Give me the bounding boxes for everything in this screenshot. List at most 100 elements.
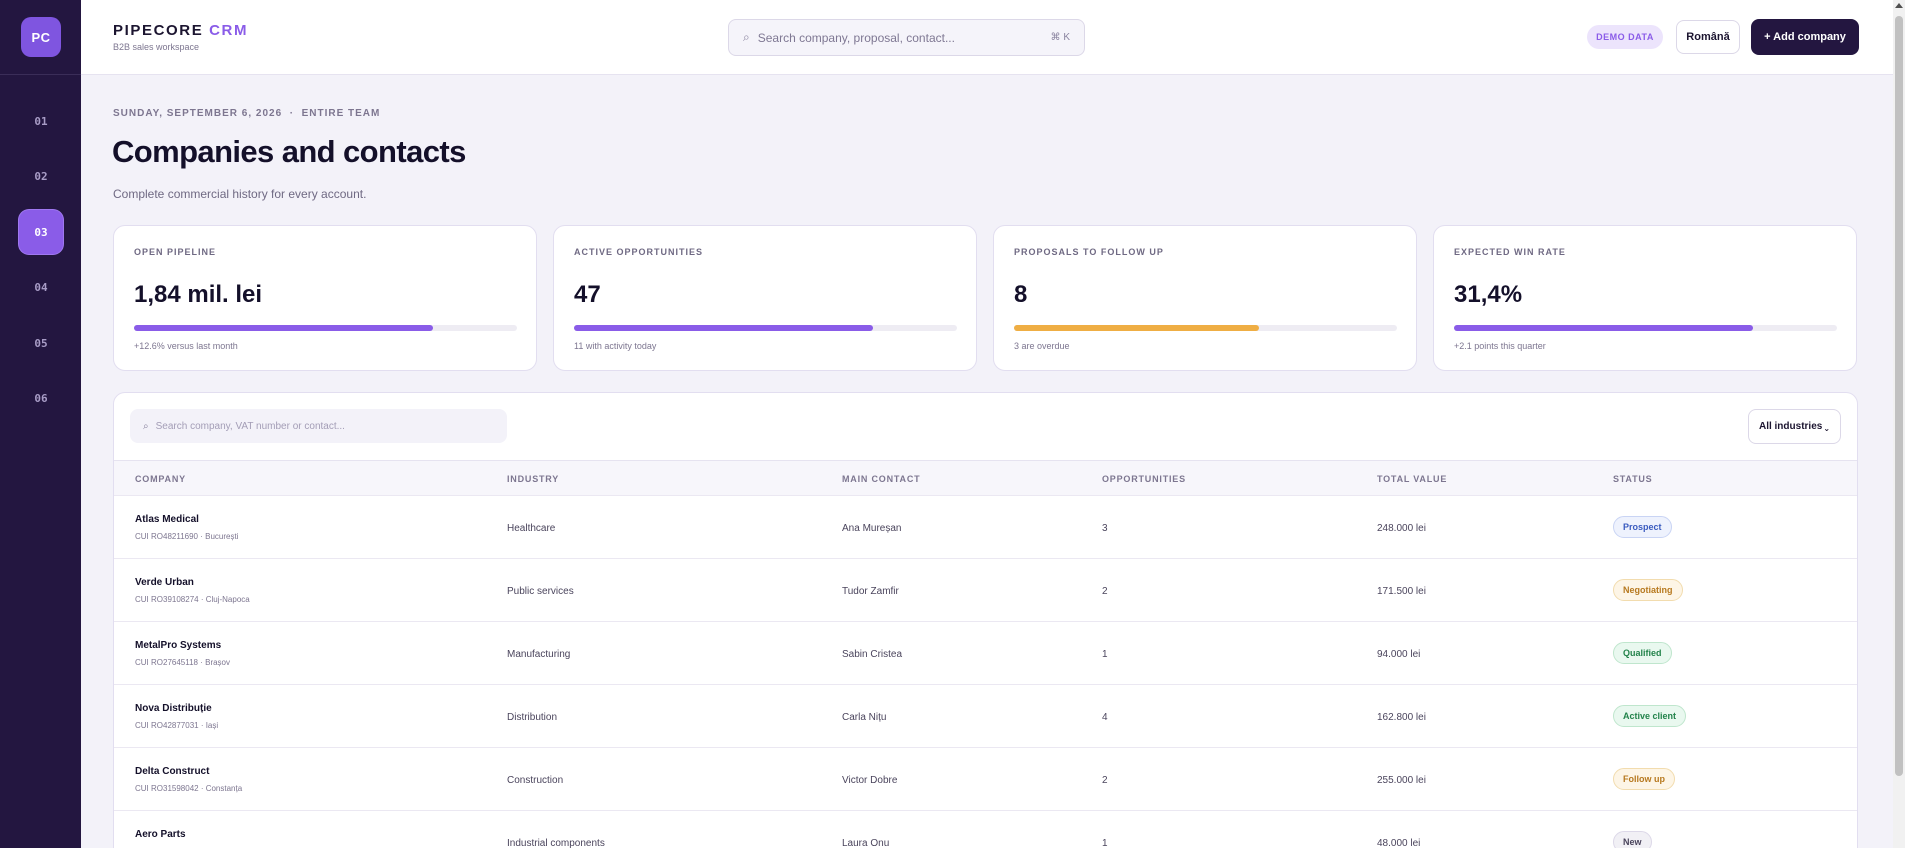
kpi-note: +2.1 points this quarter (1454, 341, 1546, 351)
brand-accent: CRM (209, 22, 249, 39)
app-logo[interactable]: PC (21, 17, 61, 57)
sidebar-item-02[interactable]: 02 (34, 169, 48, 183)
opportunities-cell: 2 (1102, 586, 1108, 597)
table-row[interactable]: Nova Distribuție CUI RO42877031 · Iași Dis… (114, 685, 1857, 748)
main-contact-cell: Laura Onu (842, 838, 890, 848)
page-subtitle: Complete commercial history for every ac… (113, 187, 367, 201)
opportunities-cell: 2 (1102, 775, 1108, 786)
industry-cell: Distribution (507, 712, 558, 723)
total-value-cell: 255.000 lei (1377, 775, 1426, 786)
table-search-input[interactable]: ⌕ Search company, VAT number or contact.… (130, 409, 507, 443)
brand: PIPECORE CRM B2B sales workspace (113, 22, 248, 52)
demo-data-badge: DEMO DATA (1587, 25, 1663, 49)
company-name[interactable]: Aero Parts (135, 829, 186, 840)
industry-cell: Healthcare (507, 523, 556, 534)
main-contact-cell: Ana Mureșan (842, 523, 902, 534)
column-header-main-contact[interactable]: MAIN CONTACT (842, 474, 921, 484)
industry-cell: Manufacturing (507, 649, 571, 660)
opportunities-cell: 1 (1102, 838, 1108, 848)
opportunities-cell: 4 (1102, 712, 1108, 723)
kpi-label: ACTIVE OPPORTUNITIES (574, 247, 704, 257)
main-contact-cell: Victor Dobre (842, 775, 898, 786)
status-badge: Qualified (1613, 642, 1672, 664)
brand-subtitle: B2B sales workspace (113, 42, 200, 52)
table-row[interactable]: Delta Construct CUI RO31598042 · Constanț… (114, 748, 1857, 811)
column-header-industry[interactable]: INDUSTRY (507, 474, 560, 484)
table-row[interactable]: Atlas Medical CUI RO48211690 · București H… (114, 496, 1857, 559)
chevron-down-icon: ⌄ (1823, 424, 1831, 433)
language-button[interactable]: Română (1676, 20, 1740, 54)
sidebar-divider (0, 74, 81, 75)
kpi-note: 3 are overdue (1014, 341, 1070, 351)
company-name[interactable]: Nova Distribuție (135, 703, 212, 714)
sidebar-item-06[interactable]: 06 (34, 391, 48, 405)
top-header: PIPECORE CRM B2B sales workspace ⌕ Searc… (81, 0, 1893, 75)
page-eyebrow: SUNDAY, SEPTEMBER 6, 2026 · ENTIRE TEAM (113, 108, 381, 119)
global-search-input[interactable]: ⌕ Search company, proposal, contact... ⌘… (728, 19, 1085, 56)
company-meta: CUI RO48211690 · București (135, 532, 239, 541)
table-row[interactable]: Aero Parts Industrial components Laura Onu… (114, 811, 1857, 848)
company-name[interactable]: Verde Urban (135, 577, 194, 588)
company-name[interactable]: Delta Construct (135, 766, 210, 777)
column-header-status[interactable]: STATUS (1613, 474, 1653, 484)
kpi-note: +12.6% versus last month (134, 341, 238, 351)
main-contact-cell: Carla Nițu (842, 712, 887, 723)
kpi-card-expected-win-rate: EXPECTED WIN RATE 31,4% +2.1 points this… (1433, 225, 1857, 371)
kpi-card-proposals-follow-up: PROPOSALS TO FOLLOW UP 8 3 are overdue (993, 225, 1417, 371)
sidebar-item-03[interactable]: 03 (19, 210, 63, 254)
total-value-cell: 94.000 lei (1377, 649, 1421, 660)
kpi-progress-fill (134, 325, 433, 331)
kpi-label: OPEN PIPELINE (134, 247, 217, 257)
search-icon: ⌕ (143, 420, 149, 432)
scrollbar-thumb[interactable] (1895, 16, 1903, 776)
table-header: COMPANY INDUSTRY MAIN CONTACT OPPORTUNIT… (114, 460, 1857, 496)
page-title: Companies and contacts (112, 134, 466, 169)
company-meta: CUI RO27645118 · Brașov (135, 658, 231, 667)
industry-cell: Industrial components (507, 838, 605, 848)
industry-filter-value: All industries (1758, 421, 1823, 432)
company-meta: CUI RO42877031 · Iași (135, 721, 219, 730)
opportunities-cell: 1 (1102, 649, 1108, 660)
keyboard-shortcut-hint: ⌘ K (1050, 32, 1070, 43)
company-name[interactable]: Atlas Medical (135, 514, 199, 525)
table-row[interactable]: Verde Urban CUI RO39108274 · Cluj-Napoca P… (114, 559, 1857, 622)
opportunities-cell: 3 (1102, 523, 1108, 534)
companies-table-panel: ⌕ Search company, VAT number or contact.… (113, 392, 1858, 848)
industry-cell: Construction (507, 775, 564, 786)
kpi-card-open-pipeline: OPEN PIPELINE 1,84 mil. lei +12.6% versu… (113, 225, 537, 371)
total-value-cell: 248.000 lei (1377, 523, 1426, 534)
industry-cell: Public services (507, 586, 574, 597)
column-header-total-value[interactable]: TOTAL VALUE (1377, 474, 1448, 484)
scroll-up-arrow-icon[interactable] (1895, 3, 1903, 8)
add-company-button[interactable]: + Add company (1751, 19, 1859, 55)
kpi-label: EXPECTED WIN RATE (1454, 247, 1566, 257)
company-meta: CUI RO39108274 · Cluj-Napoca (135, 595, 250, 604)
kpi-progress-bar (1014, 325, 1397, 331)
sidebar-item-05[interactable]: 05 (34, 336, 48, 350)
kpi-value: 8 (1014, 281, 1028, 308)
sidebar-item-01[interactable]: 01 (34, 114, 48, 128)
kpi-value: 31,4% (1454, 281, 1523, 308)
kpi-progress-bar (134, 325, 517, 331)
main-contact-cell: Tudor Zamfir (842, 586, 899, 597)
column-header-opportunities[interactable]: OPPORTUNITIES (1102, 474, 1186, 484)
status-badge: Prospect (1613, 516, 1672, 538)
column-header-company[interactable]: COMPANY (135, 474, 186, 484)
kpi-progress-bar (574, 325, 957, 331)
page-scrollbar[interactable] (1893, 0, 1905, 848)
brand-title: PIPECORE CRM (113, 22, 248, 39)
kpi-value: 47 (574, 281, 601, 308)
search-icon: ⌕ (743, 30, 750, 44)
industry-filter-select[interactable]: All industries ⌄ (1748, 409, 1841, 444)
table-row[interactable]: MetalPro Systems CUI RO27645118 · Brașov M… (114, 622, 1857, 685)
kpi-label: PROPOSALS TO FOLLOW UP (1014, 247, 1164, 257)
kpi-note: 11 with activity today (574, 341, 657, 351)
status-badge: New (1613, 831, 1652, 848)
total-value-cell: 171.500 lei (1377, 586, 1426, 597)
kpi-value: 1,84 mil. lei (134, 281, 263, 308)
company-meta: CUI RO31598042 · Constanța (135, 784, 243, 793)
kpi-progress-fill (1014, 325, 1260, 331)
sidebar-item-04[interactable]: 04 (34, 280, 48, 294)
company-name[interactable]: MetalPro Systems (135, 640, 222, 651)
brand-name: PIPECORE (113, 22, 204, 39)
